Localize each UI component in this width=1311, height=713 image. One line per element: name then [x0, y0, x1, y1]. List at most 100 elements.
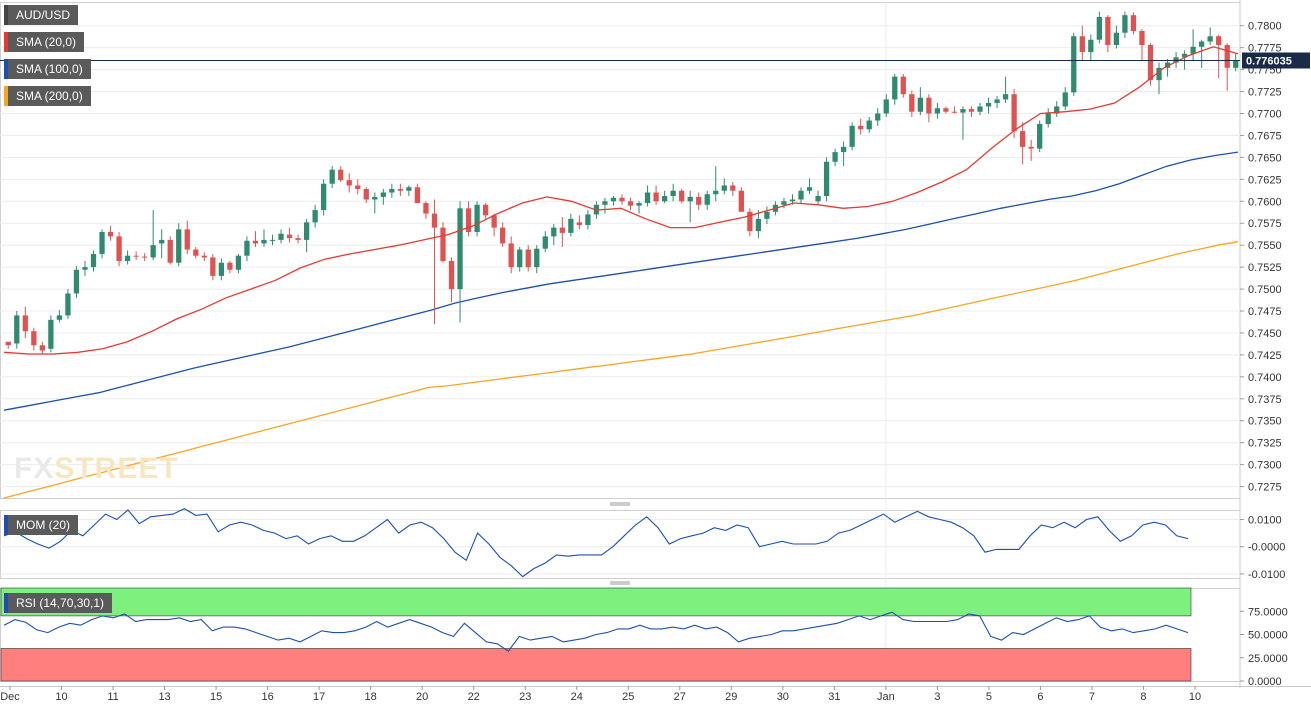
candle-body: [542, 236, 548, 249]
candle-body: [713, 190, 719, 195]
candle-body: [909, 94, 915, 112]
candle: [56, 310, 63, 323]
legend-symbol[interactable]: AUD/USD: [4, 5, 79, 25]
candle-body: [124, 255, 131, 261]
candle-body: [440, 227, 446, 261]
price-panel-frame: [0, 2, 1241, 499]
candle: [1028, 139, 1034, 161]
candle: [542, 231, 548, 253]
candle-body: [261, 239, 267, 244]
candle-body: [738, 190, 744, 212]
candle-body: [39, 345, 46, 351]
candle: [525, 245, 531, 272]
candle: [73, 266, 80, 298]
candle: [747, 208, 753, 237]
legend-mom-swatch: [4, 515, 8, 535]
candle-body: [892, 76, 898, 100]
candle: [1164, 59, 1171, 77]
sma200-line: [3, 241, 1239, 499]
candle-body: [670, 190, 676, 197]
price-tick-label: 0.7400: [1248, 372, 1282, 384]
candle: [261, 229, 267, 247]
candle-body: [900, 76, 906, 95]
candle: [1037, 120, 1043, 153]
candle-body: [235, 255, 242, 270]
candle: [858, 118, 864, 135]
candle: [960, 106, 966, 140]
candle: [1113, 25, 1120, 49]
candle-body: [184, 229, 190, 250]
candle: [926, 94, 932, 123]
candle-body: [576, 222, 583, 225]
candle-body: [1096, 16, 1102, 40]
candle-body: [22, 315, 28, 332]
x-tick-label: 23: [519, 691, 531, 703]
legend-sma20[interactable]: SMA (20,0): [4, 32, 85, 52]
candle: [1130, 12, 1137, 35]
x-tick-label: 24: [571, 691, 583, 703]
candle: [704, 190, 710, 211]
candle-body: [627, 201, 634, 206]
candle: [619, 194, 625, 205]
candle-body: [977, 106, 983, 112]
candle: [142, 253, 148, 261]
legend-sma100[interactable]: SMA (100,0): [4, 59, 91, 79]
candle-body: [721, 185, 727, 191]
candle: [346, 173, 352, 193]
candle-body: [755, 218, 762, 232]
candle-body: [65, 293, 71, 316]
legend-rsi[interactable]: RSI (14,70,30,1): [4, 593, 113, 613]
legend-sma200[interactable]: SMA (200,0): [4, 86, 91, 106]
candle: [781, 197, 787, 209]
candle-body: [457, 208, 463, 290]
candle-body: [116, 236, 122, 261]
x-tick-label: 5: [986, 691, 992, 703]
candle: [312, 204, 318, 228]
candle-body: [687, 196, 693, 202]
candle: [321, 179, 327, 216]
candle-body: [1037, 124, 1043, 149]
candle: [951, 106, 958, 114]
candle-body: [610, 197, 617, 202]
candle: [133, 251, 139, 261]
candle-body: [1062, 92, 1068, 107]
candle-body: [1122, 15, 1128, 33]
legend-sma200-swatch: [4, 86, 8, 106]
price-tick-label: 0.7450: [1248, 328, 1282, 340]
candle-body: [781, 201, 787, 205]
price-tick-label: 0.7375: [1248, 394, 1282, 406]
legend-sma20-swatch: [4, 32, 8, 52]
candle: [397, 183, 404, 197]
candle-body: [380, 192, 386, 197]
candle: [832, 148, 838, 167]
candle-body: [806, 187, 813, 191]
candle: [1054, 101, 1060, 118]
candle: [107, 225, 114, 241]
candle-body: [866, 120, 872, 130]
candle: [1139, 29, 1145, 61]
candle-body: [832, 152, 838, 162]
candle: [90, 250, 97, 272]
candle: [99, 229, 105, 259]
candle: [1173, 52, 1179, 68]
candle: [1088, 34, 1094, 61]
candle: [457, 201, 463, 323]
candle-body: [1190, 46, 1196, 54]
candle-body: [994, 99, 1000, 103]
candle: [696, 192, 702, 211]
candle: [1156, 62, 1162, 95]
price-tick-label: 0.7600: [1248, 196, 1282, 208]
legend-mom[interactable]: MOM (20): [4, 515, 78, 535]
x-tick-label: Jan: [877, 691, 895, 703]
candle-body: [193, 249, 199, 256]
candle-body: [491, 215, 497, 228]
candle-body: [338, 169, 344, 181]
price-tick-label: 0.7500: [1248, 284, 1282, 296]
candle-body: [372, 196, 378, 200]
candle: [482, 203, 489, 219]
candle-body: [1019, 131, 1026, 147]
sma100-line: [3, 151, 1239, 411]
candle-body: [1105, 16, 1111, 46]
price-tick-label: 0.7350: [1248, 416, 1282, 428]
